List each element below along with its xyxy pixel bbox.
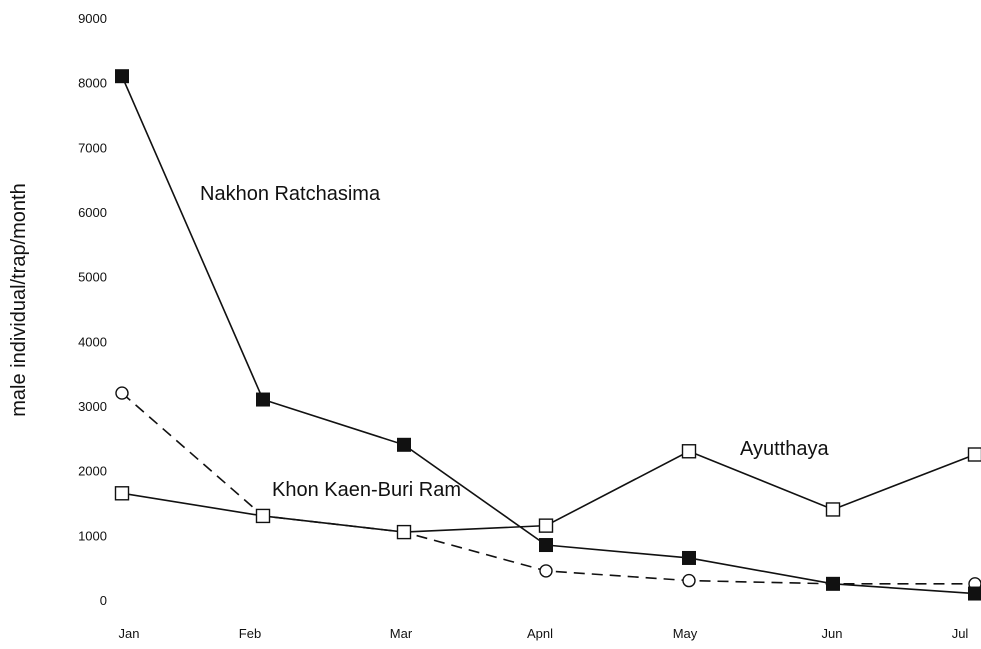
series-line-nakhon-ratchasima xyxy=(121,75,976,595)
x-tick-label-may: May xyxy=(673,626,698,641)
x-tick-label-jun: Jun xyxy=(822,626,843,641)
marker-nakhon-ratchasima-jul xyxy=(968,586,981,601)
y-tick-label-9000: 9000 xyxy=(78,11,107,26)
marker-ayutthaya-jun xyxy=(825,502,841,517)
marker-ayutthaya-may xyxy=(681,444,697,459)
marker-khon-kaen-buri-ram-jan xyxy=(115,386,129,400)
marker-ayutthaya-apnl xyxy=(538,518,554,533)
marker-ayutthaya-jul xyxy=(967,447,981,462)
series-line-khon-kaen-buri-ram xyxy=(121,392,975,585)
x-tick-label-feb: Feb xyxy=(239,626,261,641)
x-tick-label-jul: Jul xyxy=(952,626,969,641)
y-tick-label-3000: 3000 xyxy=(78,399,107,414)
y-tick-label-1000: 1000 xyxy=(78,528,107,543)
marker-ayutthaya-jan xyxy=(114,486,130,501)
y-tick-label-7000: 7000 xyxy=(78,140,107,155)
y-tick-label-5000: 5000 xyxy=(78,270,107,285)
x-tick-label-jan: Jan xyxy=(119,626,140,641)
marker-khon-kaen-buri-ram-may xyxy=(682,573,696,588)
marker-nakhon-ratchasima-may xyxy=(682,550,696,565)
marker-nakhon-ratchasima-mar xyxy=(397,437,411,452)
marker-ayutthaya-feb xyxy=(255,508,271,524)
marker-ayutthaya-mar xyxy=(396,524,412,540)
y-axis-label: male individual/trap/month xyxy=(8,183,30,416)
y-tick-label-4000: 4000 xyxy=(78,334,107,349)
x-tick-label-mar: Mar xyxy=(390,626,413,641)
marker-nakhon-ratchasima-feb xyxy=(256,392,270,407)
y-tick-label-2000: 2000 xyxy=(78,464,107,479)
y-tick-label-6000: 6000 xyxy=(78,205,107,220)
series-label-ayutthaya: Ayutthaya xyxy=(740,438,829,460)
series-lines xyxy=(121,75,976,595)
x-axis-ticks: Jan Feb Mar Apnl May Jun Jul xyxy=(119,626,969,641)
series-label-khon-kaen-buri-ram: Khon Kaen-Buri Ram xyxy=(272,479,461,501)
series-markers xyxy=(114,69,981,601)
marker-nakhon-ratchasima-jun xyxy=(826,576,840,591)
y-axis-ticks: 0 1000 2000 3000 4000 5000 6000 7000 8000 9000 xyxy=(78,11,107,608)
marker-nakhon-ratchasima-apnl xyxy=(539,538,553,553)
marker-khon-kaen-buri-ram-apnl xyxy=(539,564,553,578)
series-label-nakhon-ratchasima: Nakhon Ratchasima xyxy=(200,183,381,205)
y-tick-label-0: 0 xyxy=(100,593,107,608)
x-tick-label-apnl: Apnl xyxy=(527,626,553,641)
y-tick-label-8000: 8000 xyxy=(78,76,107,91)
marker-nakhon-ratchasima-jan xyxy=(115,69,129,84)
series-labels: Nakhon Ratchasima Khon Kaen-Buri Ram Ayutt… xyxy=(200,183,829,501)
